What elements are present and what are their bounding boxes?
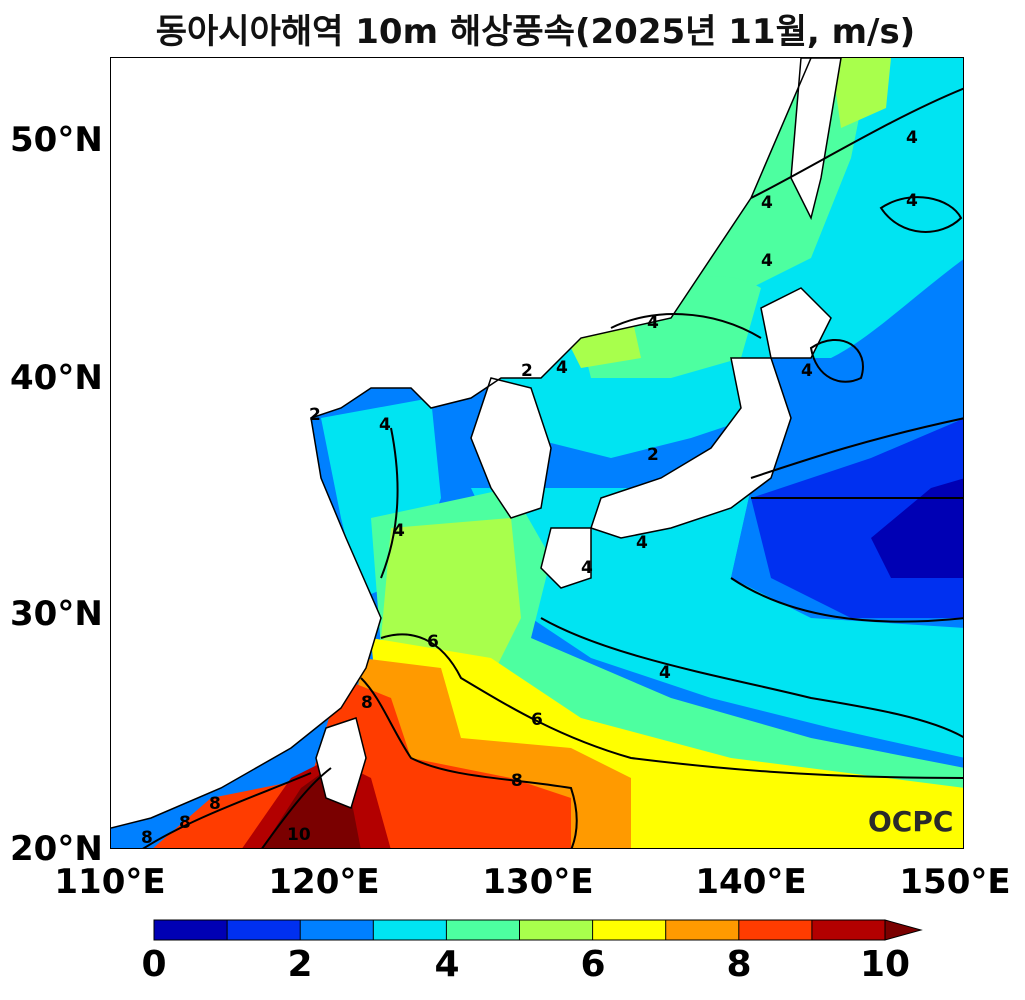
- lon-tick-label: 130°E: [482, 862, 594, 902]
- contour-label: 4: [761, 193, 773, 213]
- colorbar-segment: [738, 920, 813, 940]
- land-asia-mainland: [111, 58, 811, 828]
- land-hokkaido: [761, 288, 831, 358]
- contour-label: 4: [379, 415, 391, 435]
- contour-label: 8: [179, 813, 191, 833]
- colorbar-extend-arrow: [884, 919, 923, 941]
- colorbar-segment: [300, 920, 374, 940]
- contour-label: 8: [511, 771, 523, 791]
- colorbar-segment: [592, 920, 667, 940]
- colorbar-tick-label: 6: [580, 944, 606, 985]
- contour-label: 8: [141, 828, 153, 848]
- contour-label: 2: [647, 445, 659, 465]
- lat-tick-label: 20°N: [10, 829, 103, 869]
- contour-label: 6: [531, 710, 543, 730]
- contour-label: 8: [361, 693, 373, 713]
- map-panel: 2 2 2 4 4 4 4 4 4 4 4 4 4 4 4 6 6 8 8 8 …: [110, 57, 964, 849]
- land-kyushu: [541, 528, 591, 588]
- land-sakhalin: [791, 58, 841, 218]
- contour-label: 2: [309, 405, 321, 425]
- colorbar: [153, 919, 923, 941]
- colorbar-segment: [373, 920, 447, 940]
- contour-lines: [142, 87, 963, 848]
- land-honshu: [591, 358, 791, 538]
- colorbar-tick-label: 4: [434, 944, 460, 985]
- contour-label: 8: [209, 794, 221, 814]
- colorbar-tick-label: 8: [726, 944, 752, 985]
- contour-label: 4: [906, 191, 918, 211]
- colorbar-tick-label: 0: [141, 944, 167, 985]
- colorbar-segment: [154, 920, 228, 940]
- land-korea: [471, 378, 551, 518]
- wind-field-5-6-ecs: [371, 488, 963, 798]
- contour-label: 4: [556, 358, 568, 378]
- wind-field-4-5-pacific: [471, 488, 963, 758]
- contour-label: 4: [761, 251, 773, 271]
- wind-field-4-5-north: [731, 58, 963, 358]
- wind-speed-map: 2 2 2 4 4 4 4 4 4 4 4 4 4 4 4 6 6 8 8 8 …: [111, 58, 963, 848]
- land-taiwan: [316, 718, 366, 808]
- contour-label: 4: [647, 313, 659, 333]
- contour-label: 10: [287, 825, 311, 845]
- contour-label: 4: [636, 533, 648, 553]
- lon-tick-label: 110°E: [54, 862, 166, 902]
- lon-tick-label: 150°E: [899, 862, 1011, 902]
- colorbar-tick-label: 10: [859, 944, 911, 985]
- colorbar-segment: [227, 920, 301, 940]
- contour-label: 4: [801, 361, 813, 381]
- lon-tick-label: 140°E: [695, 862, 807, 902]
- contour-label: 2: [521, 361, 533, 381]
- wind-field-0-1-east-japan: [871, 478, 963, 578]
- lat-tick-label: 30°N: [10, 594, 103, 634]
- colorbar-segment: [811, 920, 886, 940]
- map-title: 동아시아해역 10m 해상풍속(2025년 11월, m/s): [155, 12, 916, 52]
- lon-tick-label: 120°E: [268, 862, 380, 902]
- coastlines: [111, 58, 842, 829]
- contour-label: 4: [906, 128, 918, 148]
- colorbar-segment: [665, 920, 740, 940]
- lat-tick-label: 50°N: [10, 120, 103, 160]
- lat-tick-label: 40°N: [10, 358, 103, 398]
- contour-label: 4: [393, 521, 405, 541]
- colorbar-segment: [519, 920, 594, 940]
- wind-field-6-7-tatar: [831, 58, 891, 128]
- ocpc-watermark: OCPC: [868, 805, 954, 838]
- wind-field-6-7-ecs: [381, 518, 521, 678]
- contour-label: 4: [659, 663, 671, 683]
- colorbar-segment: [446, 920, 520, 940]
- colorbar-tick-label: 2: [287, 944, 313, 985]
- contour-label: 4: [581, 558, 593, 578]
- contour-label: 6: [427, 632, 439, 652]
